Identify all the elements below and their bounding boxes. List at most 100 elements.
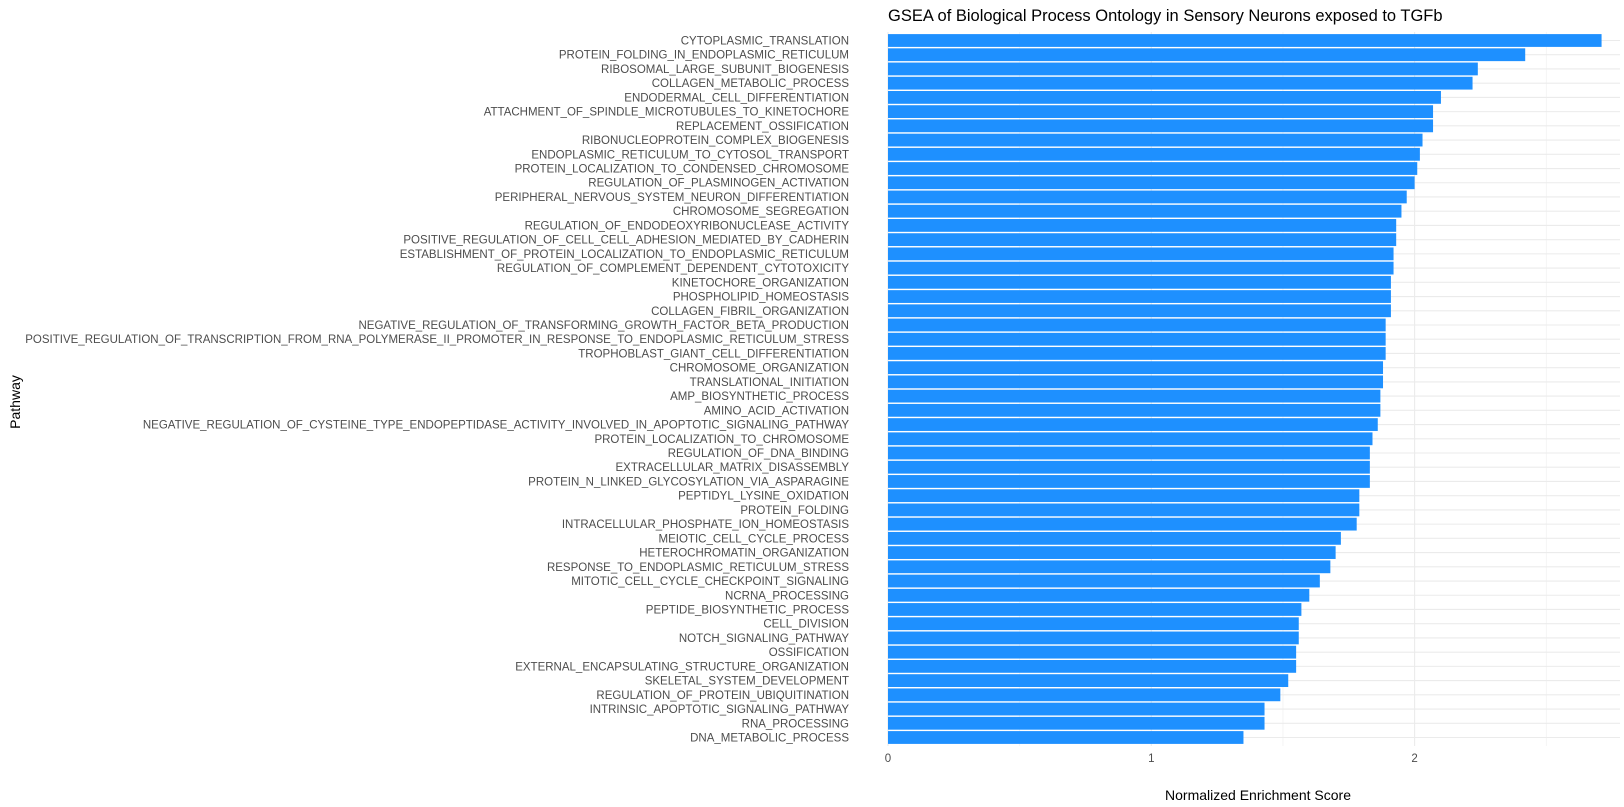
y-tick-label: REGULATION_OF_PLASMINOGEN_ACTIVATION <box>588 178 849 190</box>
y-tick-label: CYTOPLASMIC_TRANSLATION <box>681 36 849 48</box>
bar <box>888 531 1341 545</box>
y-tick-label: INTRACELLULAR_PHOSPHATE_ION_HOMEOSTASIS <box>562 519 849 531</box>
bar <box>888 290 1391 303</box>
y-tick-label: TRANSLATIONAL_INITIATION <box>690 377 849 389</box>
y-tick-label: RIBOSOMAL_LARGE_SUBUNIT_BIOGENESIS <box>601 64 849 76</box>
bar <box>888 332 1386 346</box>
y-tick-label: CELL_DIVISION <box>763 619 849 631</box>
y-tick-label: COLLAGEN_METABOLIC_PROCESS <box>652 78 850 90</box>
y-tick-label: PEPTIDYL_LYSINE_OXIDATION <box>678 491 849 503</box>
y-tick-label: CHROMOSOME_SEGREGATION <box>673 206 849 218</box>
y-tick-label: REPLACEMENT_OSSIFICATION <box>676 121 849 133</box>
bar <box>888 375 1384 389</box>
y-tick-label: ATTACHMENT_OF_SPINDLE_MICROTUBULES_TO_KI… <box>484 107 850 119</box>
y-tick-label: REGULATION_OF_COMPLEMENT_DEPENDENT_CYTOT… <box>497 263 849 275</box>
y-tick-label: PROTEIN_N_LINKED_GLYCOSYLATION_VIA_ASPAR… <box>528 476 849 488</box>
y-axis-title: Pathway <box>7 375 23 429</box>
bar <box>888 645 1297 659</box>
bar <box>888 219 1397 232</box>
y-tick-label: RIBONUCLEOPROTEIN_COMPLEX_BIOGENESIS <box>582 135 849 147</box>
x-axis-title: Normalized Enrichment Score <box>1165 787 1351 803</box>
y-tick-label: PROTEIN_FOLDING_IN_ENDOPLASMIC_RETICULUM <box>559 50 849 62</box>
bar <box>888 90 1441 104</box>
y-tick-label: REGULATION_OF_DNA_BINDING <box>668 448 849 460</box>
bar <box>888 716 1265 730</box>
y-tick-label: EXTRACELLULAR_MATRIX_DISASSEMBLY <box>616 462 850 474</box>
x-tick-label: 1 <box>1148 753 1154 765</box>
bar <box>888 674 1289 688</box>
bar <box>888 304 1391 318</box>
y-tick-label: NEGATIVE_REGULATION_OF_TRANSFORMING_GROW… <box>358 320 849 332</box>
y-tick-label: KINETOCHORE_ORGANIZATION <box>672 277 849 289</box>
bar <box>888 731 1244 744</box>
bar <box>888 318 1386 332</box>
y-tick-label: PROTEIN_FOLDING <box>740 505 849 517</box>
chart-title: GSEA of Biological Process Ontology in S… <box>888 7 1443 25</box>
y-tick-label: RESPONSE_TO_ENDOPLASMIC_RETICULUM_STRESS <box>547 562 849 574</box>
bar <box>888 119 1434 133</box>
y-tick-label: NEGATIVE_REGULATION_OF_CYSTEINE_TYPE_END… <box>143 420 849 432</box>
bar <box>888 48 1526 62</box>
bar <box>888 475 1370 488</box>
x-tick-label: 0 <box>885 753 891 765</box>
bar <box>888 162 1418 175</box>
y-tick-label: REGULATION_OF_ENDODEOXYRIBONUCLEASE_ACTI… <box>525 220 850 232</box>
bar <box>888 261 1394 275</box>
bar <box>888 347 1386 360</box>
y-tick-label: OSSIFICATION <box>769 647 849 659</box>
y-tick-labels: CYTOPLASMIC_TRANSLATION PROTEIN_FOLDING_I… <box>25 36 849 745</box>
y-tick-label: MITOTIC_CELL_CYCLE_CHECKPOINT_SIGNALING <box>571 576 849 588</box>
bar <box>888 631 1299 645</box>
bar <box>888 418 1378 431</box>
y-tick-label: NCRNA_PROCESSING <box>725 590 849 602</box>
y-tick-label: AMP_BIOSYNTHETIC_PROCESS <box>670 391 849 403</box>
bar <box>888 489 1360 503</box>
bar <box>888 688 1281 702</box>
bar <box>888 34 1602 47</box>
y-tick-label: REGULATION_OF_PROTEIN_UBIQUITINATION <box>596 690 849 702</box>
bar <box>888 560 1331 574</box>
bar <box>888 659 1297 673</box>
bar <box>888 62 1478 76</box>
y-tick-label: EXTERNAL_ENCAPSULATING_STRUCTURE_ORGANIZ… <box>515 661 849 673</box>
y-tick-label: HETEROCHROMATIN_ORGANIZATION <box>639 548 849 560</box>
bar <box>888 403 1381 417</box>
y-tick-label: SKELETAL_SYSTEM_DEVELOPMENT <box>645 676 849 688</box>
y-tick-label: COLLAGEN_FIBRIL_ORGANIZATION <box>651 306 849 318</box>
x-tick-label: 2 <box>1411 753 1417 765</box>
bar <box>888 389 1381 403</box>
bar <box>888 446 1370 460</box>
bar <box>888 574 1320 588</box>
y-tick-label: ENDODERMAL_CELL_DIFFERENTIATION <box>624 92 849 104</box>
y-tick-label: PERIPHERAL_NERVOUS_SYSTEM_NEURON_DIFFERE… <box>495 192 849 204</box>
y-tick-label: AMINO_ACID_ACTIVATION <box>704 405 849 417</box>
bar <box>888 517 1357 531</box>
bar <box>888 503 1360 517</box>
bar <box>888 617 1299 631</box>
bar <box>888 176 1415 190</box>
y-tick-label: PROTEIN_LOCALIZATION_TO_CONDENSED_CHROMO… <box>515 164 850 176</box>
bar <box>888 460 1370 474</box>
y-tick-label: POSITIVE_REGULATION_OF_CELL_CELL_ADHESIO… <box>403 235 849 247</box>
x-tick-labels: 0 1 2 <box>885 753 1418 765</box>
bar <box>888 361 1384 375</box>
bar <box>888 275 1391 289</box>
bar <box>888 190 1407 204</box>
bar <box>888 204 1402 218</box>
y-tick-label: PHOSPHOLIPID_HOMEOSTASIS <box>673 292 849 304</box>
bar <box>888 76 1473 90</box>
bars <box>888 34 1602 744</box>
bar <box>888 432 1373 446</box>
bar <box>888 133 1423 147</box>
bar <box>888 588 1310 602</box>
y-tick-label: PEPTIDE_BIOSYNTHETIC_PROCESS <box>646 604 850 616</box>
y-tick-label: TROPHOBLAST_GIANT_CELL_DIFFERENTIATION <box>578 348 849 360</box>
bar <box>888 233 1397 247</box>
bar <box>888 603 1302 616</box>
y-tick-label: NOTCH_SIGNALING_PATHWAY <box>679 633 850 645</box>
y-tick-label: INTRINSIC_APOPTOTIC_SIGNALING_PATHWAY <box>590 704 850 716</box>
bar <box>888 247 1394 261</box>
y-tick-label: RNA_PROCESSING <box>742 718 849 730</box>
y-tick-label: ENDOPLASMIC_RETICULUM_TO_CYTOSOL_TRANSPO… <box>531 149 849 161</box>
